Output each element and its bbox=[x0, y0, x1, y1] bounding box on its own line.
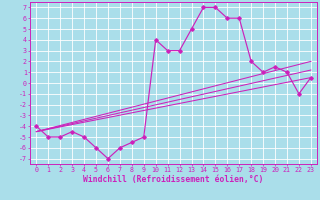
X-axis label: Windchill (Refroidissement éolien,°C): Windchill (Refroidissement éolien,°C) bbox=[84, 175, 264, 184]
